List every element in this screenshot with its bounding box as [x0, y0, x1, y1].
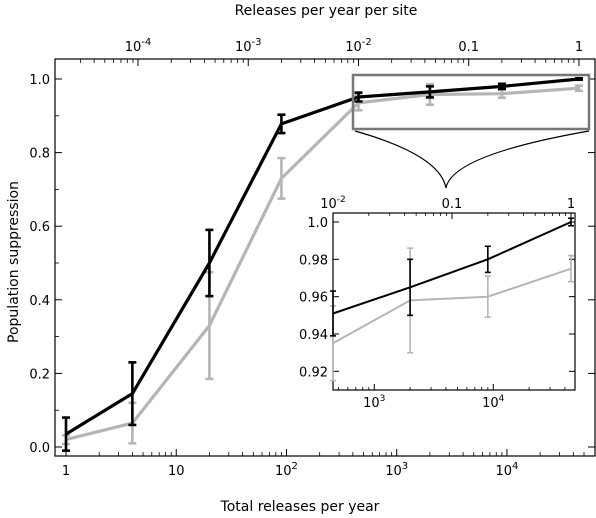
top-tick-label: 10-4 — [125, 37, 152, 55]
inset-dark-series-line — [332, 221, 572, 315]
inset-left-tick-label: 1.0 — [307, 216, 328, 231]
inset-frame — [332, 212, 576, 391]
inset-bottom-tick-label: 103 — [363, 394, 385, 411]
inset-light-series-line — [332, 267, 572, 345]
top-tick-label: 10-3 — [235, 37, 262, 55]
main-plot-area: 1 10 102 103 104 10-4 10-3 10-2 0.1 1 0.0 0.2 0.4 0.6… — [29, 37, 596, 479]
left-tick-label: 0.4 — [29, 294, 50, 309]
zoom-bracket — [354, 130, 590, 189]
bottom-tick-label: 103 — [385, 461, 408, 479]
inset-bottom-tick-label: 104 — [482, 394, 505, 411]
bottom-tick-label: 102 — [275, 461, 298, 479]
top-tick-label: 0.1 — [458, 40, 479, 55]
bottom-tick-label: 10 — [168, 464, 185, 479]
left-axis-title: Population suppression — [6, 181, 22, 343]
left-tick-label: 0.6 — [29, 220, 50, 235]
bottom-tick-label: 104 — [495, 461, 518, 479]
zoom-box — [351, 73, 591, 131]
inset-left-tick-label: 0.94 — [299, 328, 328, 343]
top-tick-label: 1 — [575, 40, 583, 55]
inset-left-tick-label: 0.92 — [299, 365, 328, 380]
inset-top-tick-label: 1 — [567, 197, 575, 212]
left-tick-label: 1.0 — [29, 73, 50, 88]
inset-plot-area: 103 104 10-2 0.1 1 0.92 0.94 0.96 0.98 1.0 — [299, 195, 576, 411]
bottom-tick-label: 1 — [62, 464, 70, 479]
inset-top-tick-label: 10-2 — [320, 195, 346, 212]
bottom-axis-title: Total releases per year — [220, 499, 380, 515]
inset-left-tick-label: 0.96 — [299, 291, 328, 306]
zoom-connector — [351, 73, 591, 189]
dark-series-line — [65, 77, 580, 436]
left-tick-label: 0.2 — [29, 367, 50, 382]
left-tick-label: 0.0 — [29, 441, 50, 456]
inset-top-tick-label: 0.1 — [442, 197, 463, 212]
left-tick-label: 0.8 — [29, 147, 50, 162]
light-series-line — [65, 86, 580, 442]
top-tick-label: 10-2 — [345, 37, 372, 55]
top-axis-title: Releases per year per site — [235, 3, 418, 19]
inset-left-tick-label: 0.98 — [299, 253, 328, 268]
